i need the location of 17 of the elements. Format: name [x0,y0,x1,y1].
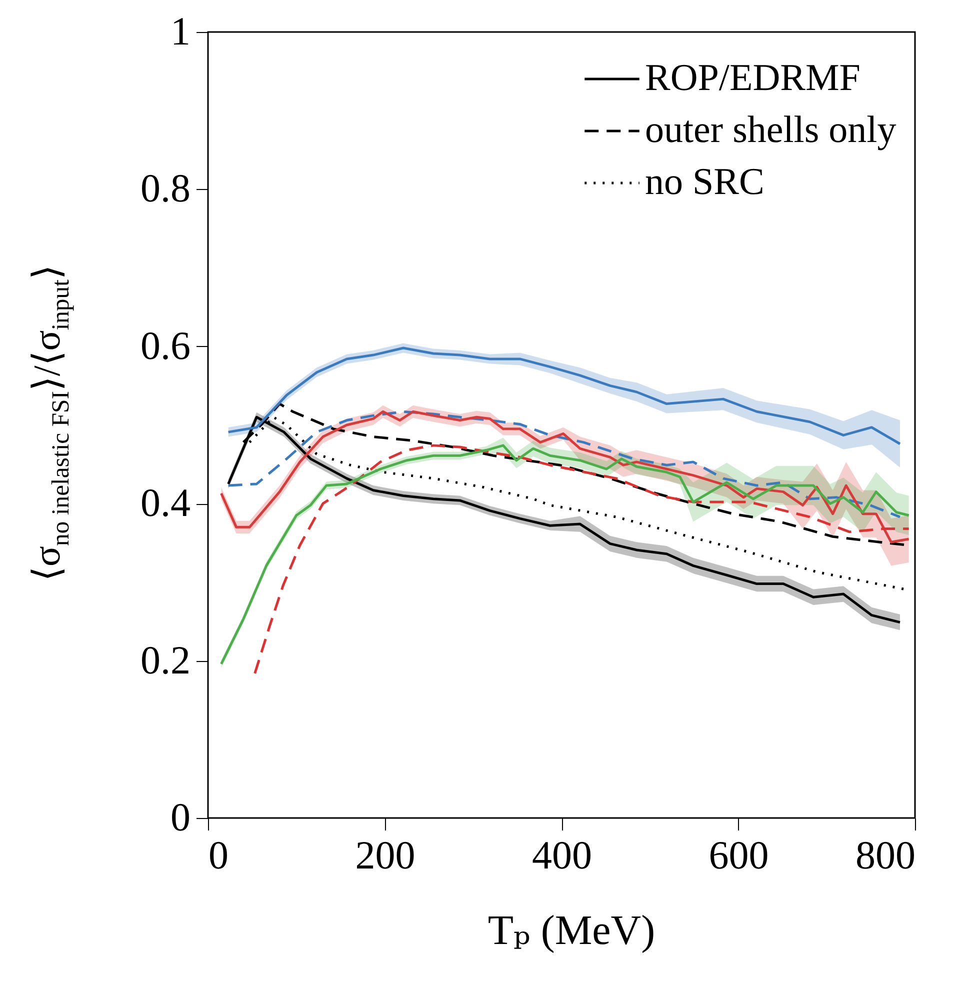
y-tick-label: 0.2 [140,637,190,682]
x-axis-title: Tₚ (MeV) [486,907,656,955]
x-tick-label: 600 [708,832,769,878]
x-tick-label: 800 [856,832,916,878]
x-tick-label: 200 [355,832,416,878]
y-tick-label: 0 [170,794,190,840]
legend-label: ROP/EDRMF [645,57,860,99]
y-tick-label: 0.8 [140,166,190,211]
x-tick-label: 0 [208,832,228,878]
y-tick-label: 0.6 [140,322,190,368]
line-series [227,346,902,446]
legend-label: no SRC [645,161,764,203]
line-series [227,410,902,518]
y-tick-label: 0.4 [140,480,190,526]
y-tick-label: 1 [170,8,190,54]
x-tick-label: 400 [532,832,592,878]
legend-label: outer shells only [645,109,896,151]
